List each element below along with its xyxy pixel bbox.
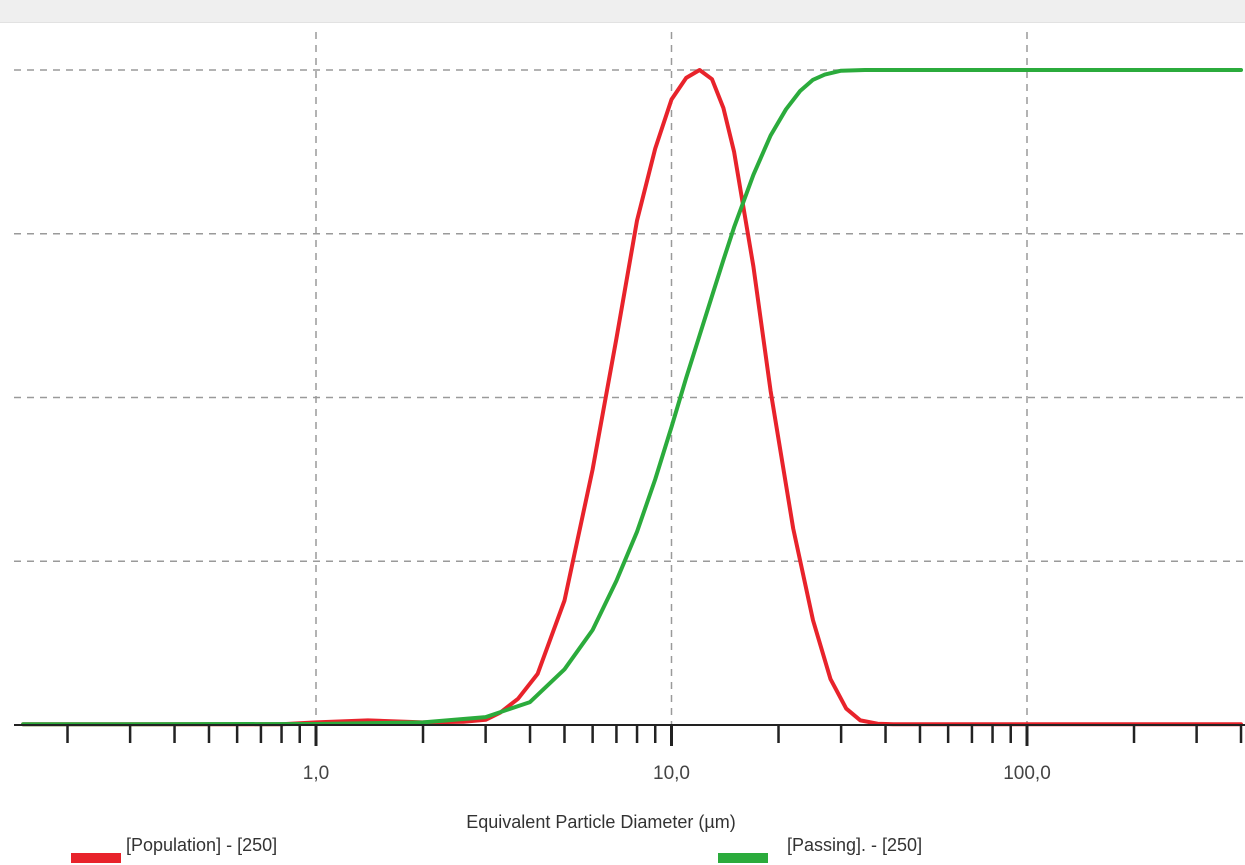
series-layer <box>21 68 1243 727</box>
legend-swatch-passing <box>718 853 768 863</box>
series-line-population <box>21 68 1243 727</box>
x-axis-ticks <box>66 725 1243 746</box>
legend-label-population: [Population] - [250] <box>126 835 277 855</box>
x-axis-title: Equivalent Particle Diameter (µm) <box>466 812 735 832</box>
x-axis-tick-labels: 1,0 10,0 100,0 <box>303 763 1051 784</box>
legend-item-population: [Population] - [250] <box>71 835 277 863</box>
x-tick-label: 100,0 <box>1003 763 1051 784</box>
window-top-bar <box>0 0 1245 23</box>
legend-swatch-population <box>71 853 121 863</box>
x-tick-label: 10,0 <box>653 763 690 784</box>
legend: [Population] - [250] [Passing]. - [250] <box>71 835 922 863</box>
legend-item-passing: [Passing]. - [250] <box>718 835 922 863</box>
legend-label-passing: [Passing]. - [250] <box>787 835 922 855</box>
series-line-passing <box>21 68 1243 727</box>
grid-lines <box>14 32 1245 725</box>
x-tick-label: 1,0 <box>303 763 329 784</box>
